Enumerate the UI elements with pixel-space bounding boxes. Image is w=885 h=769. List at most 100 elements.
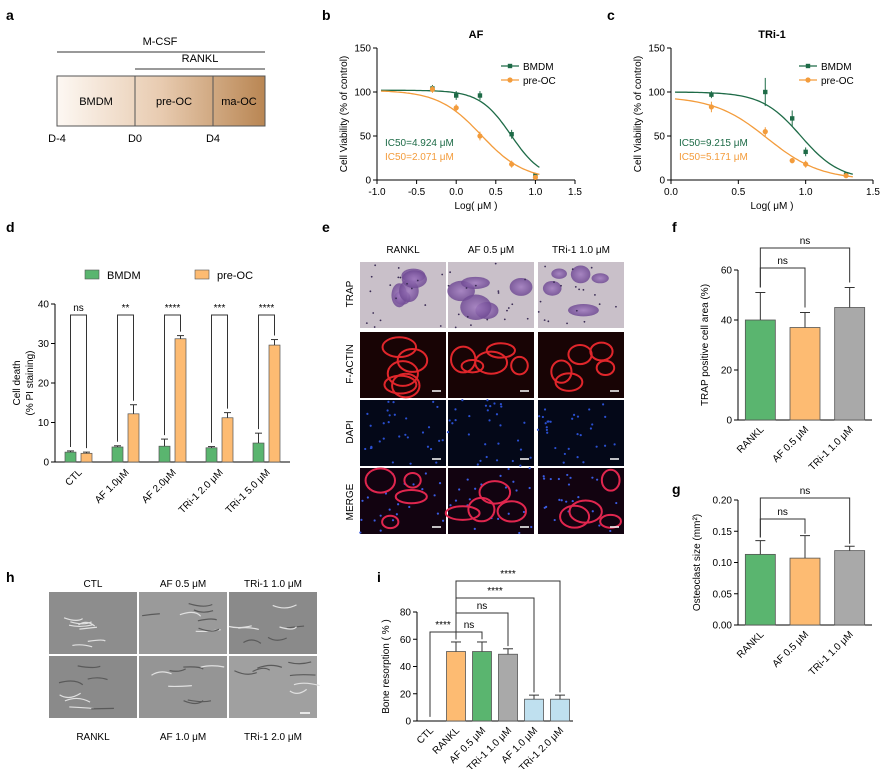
surface-texture	[257, 664, 283, 669]
y-tick-label: 10	[38, 418, 50, 429]
nucleus	[562, 461, 565, 464]
nucleus	[576, 456, 579, 459]
col-label-af: AF 0.5 μM	[468, 245, 514, 256]
row-label-dapi: DAPI	[345, 420, 356, 443]
sem-label-ctl: CTL	[84, 579, 103, 590]
speckle	[543, 319, 546, 322]
nucleus	[545, 428, 548, 432]
speckle	[506, 309, 508, 312]
surface-texture	[197, 618, 217, 622]
nucleus	[432, 400, 435, 404]
nucleus	[473, 527, 476, 530]
nucleus	[397, 503, 400, 506]
y-axis-title: (% PI staining)	[25, 350, 36, 415]
nucleus	[519, 464, 522, 467]
panel-letter-f: f	[672, 219, 677, 235]
significance-label: ns	[464, 620, 475, 631]
actin-ring	[381, 514, 400, 530]
data-point-pre-oc	[532, 174, 539, 180]
nucleus	[565, 500, 568, 503]
y-tick-label: 80	[400, 608, 412, 619]
nucleus	[536, 428, 540, 431]
y-tick-label: 100	[648, 88, 665, 99]
nucleus	[545, 426, 548, 429]
speckle	[578, 288, 581, 291]
speckle	[566, 322, 568, 325]
x-tick-label: 1.5	[866, 187, 880, 198]
panel-letter-a: a	[6, 7, 14, 23]
bar-bmdm	[158, 445, 171, 463]
nucleus	[382, 437, 385, 440]
significance-label: ****	[435, 620, 451, 631]
x-tick-label: TRi-1 1.0 μM	[807, 424, 856, 473]
nucleus	[427, 426, 431, 429]
bar-pre-oc	[268, 344, 281, 463]
y-tick-label: 60	[400, 635, 412, 646]
significance-bracket	[455, 631, 483, 640]
significance-bracket	[759, 497, 851, 544]
y-axis-title: TRAP positive cell area (%)	[700, 284, 711, 406]
nucleus	[467, 433, 470, 436]
nucleus	[615, 501, 618, 505]
significance-label: ns	[73, 303, 84, 314]
nucleus	[544, 422, 547, 425]
sem-tile	[139, 592, 227, 654]
bar	[524, 698, 544, 722]
speckle	[544, 265, 547, 268]
surface-texture	[70, 621, 92, 625]
nucleus	[516, 439, 520, 442]
chart-title: AF	[469, 29, 484, 41]
nucleus	[579, 434, 582, 437]
trap-cell	[591, 273, 609, 284]
speckle	[590, 266, 593, 269]
significance-bracket	[211, 314, 228, 443]
sem-label-tri10: TRi-1 1.0 μM	[244, 579, 302, 590]
ic50-annotation: IC50=4.924 μM	[385, 138, 454, 149]
ic50-annotation: IC50=5.171 μM	[679, 152, 748, 163]
nucleus	[391, 461, 394, 464]
trap-cell	[568, 304, 599, 317]
nucleus	[488, 419, 491, 422]
nucleus	[378, 440, 381, 443]
speckle	[372, 312, 375, 314]
nucleus	[523, 421, 526, 424]
legend-label: pre-OC	[523, 76, 556, 87]
trap-cell	[460, 294, 492, 321]
nucleus	[412, 483, 415, 486]
speckle	[395, 297, 397, 300]
panel-letter-b: b	[322, 7, 331, 23]
x-tick-label: AF 0.5 μM	[771, 424, 812, 465]
speckle	[441, 273, 444, 276]
nucleus	[577, 495, 580, 499]
speckle	[526, 317, 529, 320]
nucleus	[484, 443, 487, 446]
y-tick-label: 0	[43, 458, 49, 469]
panel-h-sem: CTL AF 0.5 μM TRi-1 1.0 μM RANKL AF 1.0 …	[49, 579, 320, 743]
nucleus	[495, 459, 499, 462]
actin-ring	[364, 467, 397, 494]
nucleus	[438, 439, 441, 442]
x-tick-label: AF 0.5 μM	[771, 629, 812, 670]
significance-bracket	[455, 597, 535, 693]
surface-texture	[87, 677, 108, 681]
nucleus	[604, 415, 607, 418]
actin-ring	[554, 372, 584, 392]
actin-ring	[595, 359, 616, 377]
data-point-bmdm	[790, 116, 795, 121]
nucleus	[518, 531, 521, 535]
nucleus	[429, 447, 433, 451]
actin-ring	[510, 355, 529, 376]
y-tick-label: 20	[721, 366, 733, 377]
significance-label: ****	[259, 303, 275, 314]
y-tick-label: 150	[648, 44, 665, 55]
x-tick-label: CTL	[63, 467, 84, 488]
data-point-pre-oc	[477, 133, 483, 139]
legend-label: BMDM	[821, 62, 852, 73]
significance-label: ***	[214, 303, 226, 314]
y-tick-label: 20	[400, 689, 412, 700]
data-point-pre-oc	[453, 105, 459, 111]
data-point-pre-oc	[429, 86, 436, 92]
surface-texture	[200, 665, 225, 668]
speckle	[447, 284, 450, 287]
